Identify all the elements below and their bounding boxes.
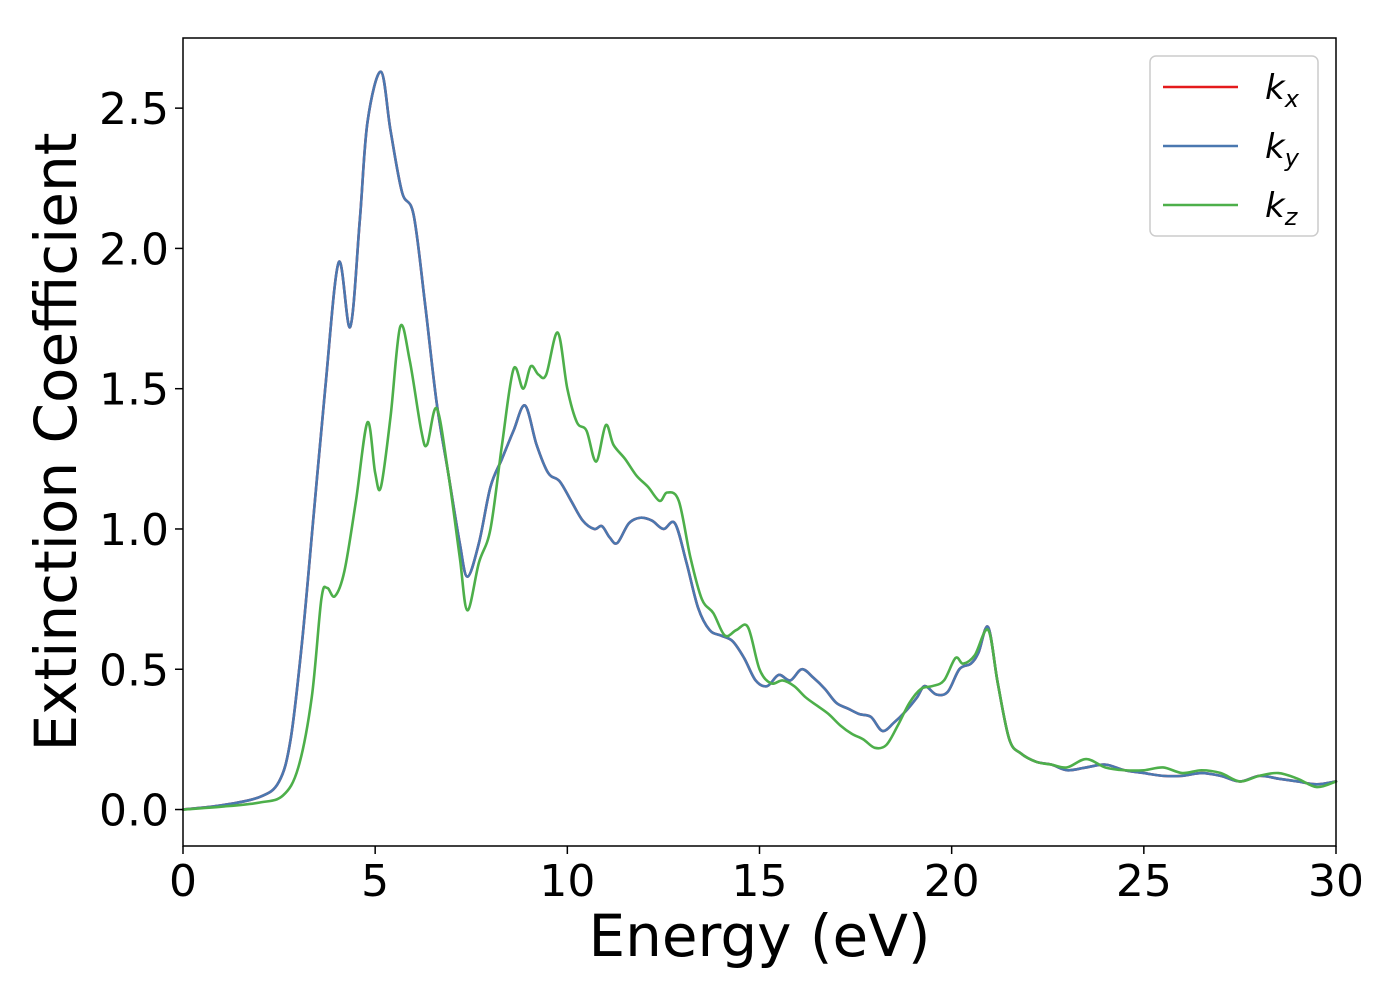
legend-label-y: ky bbox=[1265, 127, 1300, 172]
y-axis-title: Extinction Coefficient bbox=[22, 133, 90, 752]
y-tick-label: 1.5 bbox=[99, 365, 169, 416]
y-tick-label: 0.0 bbox=[99, 786, 169, 837]
y-tick-label: 2.5 bbox=[99, 84, 169, 135]
x-tick-label: 15 bbox=[732, 856, 788, 907]
legend-items: kx ky kz bbox=[1163, 68, 1300, 231]
series-layer bbox=[181, 70, 1338, 811]
x-tick-label: 5 bbox=[361, 856, 389, 907]
x-tick-label: 10 bbox=[539, 856, 595, 907]
legend-label-x: kx bbox=[1265, 68, 1300, 113]
y-tick-label: 2.0 bbox=[99, 224, 169, 275]
x-tick-label: 20 bbox=[924, 856, 980, 907]
series-line-z bbox=[181, 323, 1338, 811]
x-tick-label: 30 bbox=[1308, 856, 1364, 907]
y-tick-label: 1.0 bbox=[99, 505, 169, 556]
x-tick-label: 0 bbox=[169, 856, 197, 907]
legend-label-z: kz bbox=[1265, 186, 1299, 231]
y-tick-label: 0.5 bbox=[99, 645, 169, 696]
y-ticks: 0.0 0.5 1.0 1.5 2.0 2.5 bbox=[99, 84, 183, 837]
x-axis-title: Energy (eV) bbox=[588, 902, 930, 970]
legend: kx ky kz bbox=[1149, 55, 1319, 237]
x-ticks: 0 5 10 15 20 25 30 bbox=[169, 846, 1364, 907]
x-tick-label: 25 bbox=[1116, 856, 1172, 907]
